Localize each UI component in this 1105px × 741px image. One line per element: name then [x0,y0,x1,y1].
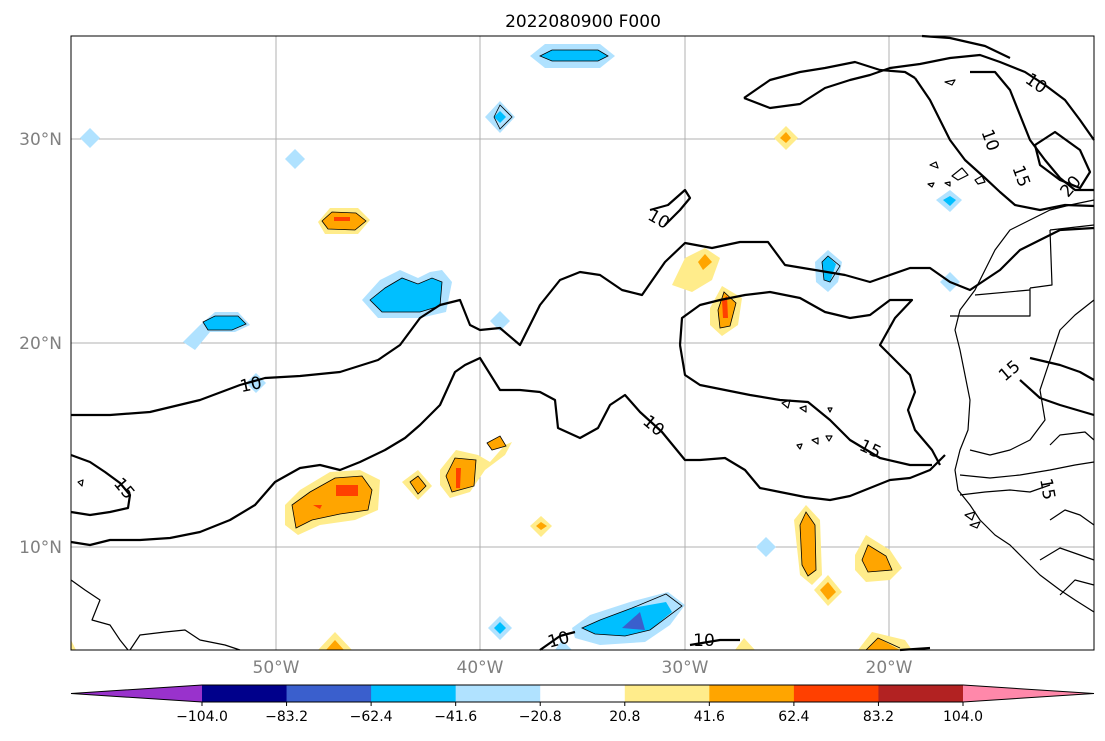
colorbar-segment [878,685,964,702]
colorbar-tick-label: 20.8 [609,709,640,725]
colorbar-extend-high [963,685,1094,702]
colorbar-extend-low [71,685,202,702]
map-frame [70,35,1095,651]
lat-label-30n: 30°N [19,130,62,150]
colorbar-segment [286,685,372,702]
contour-label: 10 [238,373,263,397]
colorbar-tick-label: 83.2 [863,709,894,725]
colorbar-tick-label: −20.8 [519,709,562,725]
lon-label-20w: 20°W [866,658,913,678]
map-panel: 10 10 15 10 15 10 10 15 20 15 15 10 10 [70,34,1095,653]
colorbar-tick-label: 62.4 [778,709,809,725]
contour-label: 15 [1035,477,1058,502]
colorbar-segment [371,685,457,702]
colorbar-tick-label: 104.0 [943,709,983,725]
contour-lines [70,34,1095,652]
colorbar-segment [202,685,288,702]
coastlines [70,79,1095,651]
gridlines [71,36,1094,650]
colorbar-segment [709,685,795,702]
lon-label-50w: 50°W [253,658,300,678]
colorbar-segment [624,685,710,702]
colorbar: −104.0 −83.2 −62.4 −41.6 −20.8 20.8 41.6 62.4 83… [70,684,1095,725]
contour-label: 10 [693,631,715,651]
map-title: 2022080900 F000 [505,12,661,32]
colorbar-tick-label: 41.6 [694,709,725,725]
colorbar-tick-label: −83.2 [265,709,308,725]
colorbar-tick-label: −41.6 [434,709,477,725]
colorbar-segment [793,685,879,702]
latitude-labels: 30°N 20°N 10°N [19,130,62,558]
lat-label-10n: 10°N [19,538,62,558]
lon-label-30w: 30°W [662,658,709,678]
longitude-labels: 50°W 40°W 30°W 20°W [253,658,913,678]
colorbar-segment [540,685,626,702]
colorbar-tick-label: −104.0 [176,709,228,725]
colorbar-tick-label: −62.4 [350,709,393,725]
lat-label-20n: 20°N [19,334,62,354]
colorbar-segment [455,685,541,702]
lon-label-40w: 40°W [457,658,504,678]
